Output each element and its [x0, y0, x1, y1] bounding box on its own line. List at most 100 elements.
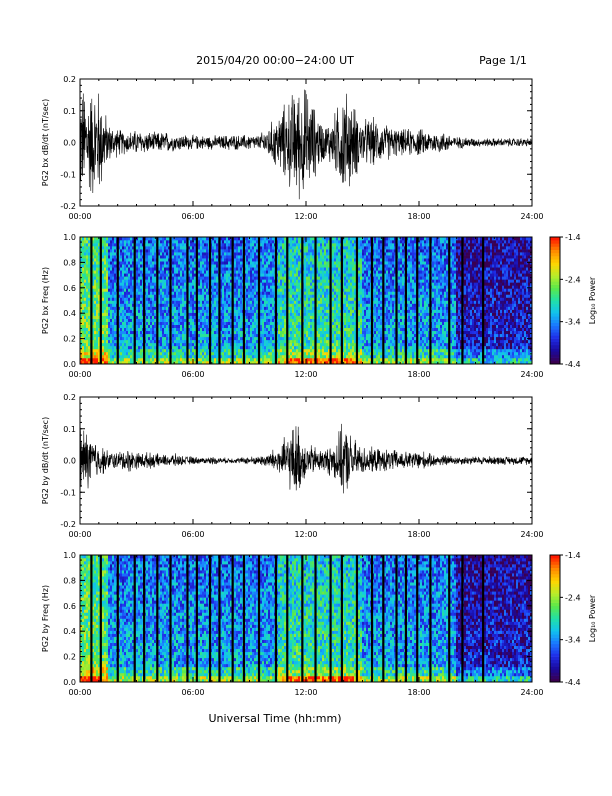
- spectrogram-cell: [240, 288, 242, 291]
- spectrogram-cell: [260, 294, 262, 297]
- spectrogram-cell: [166, 343, 168, 346]
- spectrogram-cell: [174, 273, 176, 276]
- spectrogram-cell: [310, 337, 312, 340]
- spectrogram-cell: [182, 291, 184, 294]
- spectrogram-cell: [270, 249, 272, 252]
- spectrogram-cell: [202, 337, 204, 340]
- spectrogram-cell: [146, 261, 148, 264]
- spectrogram-cell: [284, 252, 286, 255]
- spectrogram-cell: [294, 352, 296, 355]
- spectrogram-cell: [248, 301, 250, 304]
- spectrogram-cell: [94, 264, 96, 267]
- spectrogram-cell: [140, 297, 142, 300]
- spectrogram-cell: [308, 270, 310, 273]
- spectrogram-cell: [284, 279, 286, 282]
- spectrogram-cell: [190, 301, 192, 304]
- spectrogram-cell: [212, 334, 214, 337]
- spectrogram-cell: [180, 249, 182, 252]
- spectrogram-cell: [246, 291, 248, 294]
- spectrogram-cell: [250, 331, 252, 334]
- spectrogram-cell: [148, 346, 150, 349]
- spectrogram-cell: [248, 325, 250, 328]
- spectrogram-cell: [254, 243, 256, 246]
- spectrogram-cell: [228, 355, 230, 358]
- spectrogram-cell: [108, 252, 110, 255]
- spectrogram-cell: [266, 355, 268, 358]
- spectrogram-cell: [200, 343, 202, 346]
- spectrogram-cell: [148, 240, 150, 243]
- spectrogram-cell: [240, 319, 242, 322]
- spectrogram-cell: [86, 267, 88, 270]
- spectrogram-cell: [204, 307, 206, 310]
- spectrogram-cell: [152, 267, 154, 270]
- spectrogram-cell: [254, 310, 256, 313]
- spectrogram-cell: [264, 307, 266, 310]
- spectrogram-cell: [148, 243, 150, 246]
- spectrogram-cell: [162, 243, 164, 246]
- spectrogram-cell: [310, 307, 312, 310]
- spectrogram-cell: [190, 252, 192, 255]
- spectrogram-cell: [246, 249, 248, 252]
- spectrogram-cell: [294, 343, 296, 346]
- spectrogram-cell: [154, 322, 156, 325]
- spectrogram-cell: [108, 270, 110, 273]
- spectrogram-cell: [226, 334, 228, 337]
- spectrogram-cell: [270, 270, 272, 273]
- spectrogram-cell: [106, 313, 108, 316]
- spectrogram-cell: [248, 240, 250, 243]
- spectrogram-cell: [216, 328, 218, 331]
- spectrogram-cell: [290, 285, 292, 288]
- spectrogram-cell: [136, 294, 138, 297]
- spectrogram-cell: [204, 331, 206, 334]
- spectrogram-cell: [94, 276, 96, 279]
- spectrogram-cell: [86, 240, 88, 243]
- spectrogram-cell: [120, 240, 122, 243]
- spectrogram-cell: [182, 243, 184, 246]
- spectrogram-cell: [172, 346, 174, 349]
- spectrogram-cell: [238, 252, 240, 255]
- spectrogram-cell: [270, 255, 272, 258]
- spectrogram-cell: [248, 328, 250, 331]
- spectrogram-cell: [106, 343, 108, 346]
- spectrogram-cell: [280, 358, 282, 361]
- spectrogram-cell: [226, 297, 228, 300]
- spectrogram-cell: [192, 273, 194, 276]
- spectrogram-cell: [216, 270, 218, 273]
- spectrogram-cell: [308, 358, 310, 361]
- spectrogram-cell: [88, 337, 90, 340]
- spectrogram-cell: [82, 328, 84, 331]
- spectrogram-cell: [234, 261, 236, 264]
- spectrogram-cell: [150, 352, 152, 355]
- y-axis-label: PG2 bx dB/dt (nT/sec): [41, 99, 50, 186]
- spectrogram-cell: [284, 282, 286, 285]
- spectrogram-cell: [106, 352, 108, 355]
- spectrogram-cell: [204, 319, 206, 322]
- spectrogram-cell: [122, 258, 124, 261]
- spectrogram-cell: [112, 252, 114, 255]
- spectrogram-cell: [236, 334, 238, 337]
- spectrogram-cell: [250, 319, 252, 322]
- spectrogram-cell: [214, 331, 216, 334]
- spectrogram-cell: [122, 358, 124, 361]
- spectrogram-cell: [174, 319, 176, 322]
- spectrogram-cell: [148, 358, 150, 361]
- spectrogram-cell: [278, 319, 280, 322]
- spectrogram-cell: [108, 255, 110, 258]
- spectrogram-cell: [262, 279, 264, 282]
- spectrogram-cell: [184, 316, 186, 319]
- spectrogram-cell: [126, 267, 128, 270]
- spectrogram-cell: [264, 246, 266, 249]
- spectrogram-cell: [262, 349, 264, 352]
- spectrogram-cell: [162, 313, 164, 316]
- spectrogram-cell: [284, 301, 286, 304]
- spectrogram-cell: [310, 279, 312, 282]
- spectrogram-cell: [84, 294, 86, 297]
- spectrogram-cell: [206, 285, 208, 288]
- spectrogram-cell: [108, 319, 110, 322]
- spectrogram-cell: [138, 267, 140, 270]
- spectrogram-cell: [192, 316, 194, 319]
- spectrogram-cell: [282, 310, 284, 313]
- spectrogram-cell: [176, 261, 178, 264]
- spectrogram-cell: [192, 246, 194, 249]
- spectrogram-cell: [240, 358, 242, 361]
